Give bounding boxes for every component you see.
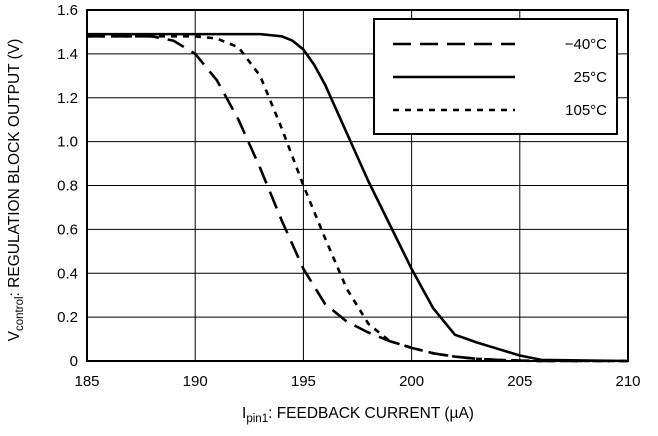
plot-frame <box>86 9 629 362</box>
x-tick-label: 200 <box>399 373 424 390</box>
x-axis-label-rest: : FEEDBACK CURRENT (µA) <box>268 405 474 422</box>
y-tick-label: 1.0 <box>57 134 78 151</box>
y-axis-label-main: V <box>6 330 23 341</box>
y-tick-label: 0 <box>70 353 78 370</box>
x-tick-label: 185 <box>74 373 99 390</box>
y-tick-labels: 0 0.2 0.4 0.6 0.8 1.0 1.2 1.4 1.6 <box>57 2 78 370</box>
x-tick-labels: 185 190 195 200 205 210 <box>74 373 640 390</box>
y-tick-label: 1.6 <box>57 2 78 19</box>
y-tick-label: 1.4 <box>57 46 78 63</box>
y-axis-label-sub: control <box>14 296 26 331</box>
y-tick-label: 0.8 <box>57 178 78 195</box>
x-axis-label-main: I <box>242 405 246 422</box>
y-axis-label: Vcontrol: REGULATION BLOCK OUTPUT (V) <box>6 39 26 342</box>
y-tick-label: 0.2 <box>57 309 78 326</box>
x-axis-label: Ipin1: FEEDBACK CURRENT (µA) <box>242 405 474 425</box>
series-lines <box>87 32 629 363</box>
x-tick-label: 190 <box>183 373 208 390</box>
legend-label: 105°C <box>565 102 607 119</box>
x-tick-label: 195 <box>291 373 316 390</box>
series-line <box>87 32 629 363</box>
series-line <box>87 35 628 363</box>
legend-label: 25°C <box>573 69 607 86</box>
y-tick-label: 0.4 <box>57 265 78 282</box>
legend: −40°C 25°C 105°C <box>373 18 618 135</box>
x-tick-label: 205 <box>507 373 532 390</box>
y-tick-label: 1.2 <box>57 90 78 107</box>
legend-label: −40°C <box>565 36 607 53</box>
y-tick-label: 0.6 <box>57 221 78 238</box>
y-axis-label-rest: : REGULATION BLOCK OUTPUT (V) <box>6 39 23 297</box>
x-tick-label: 210 <box>615 373 640 390</box>
x-axis-label-sub: pin1 <box>246 413 268 425</box>
